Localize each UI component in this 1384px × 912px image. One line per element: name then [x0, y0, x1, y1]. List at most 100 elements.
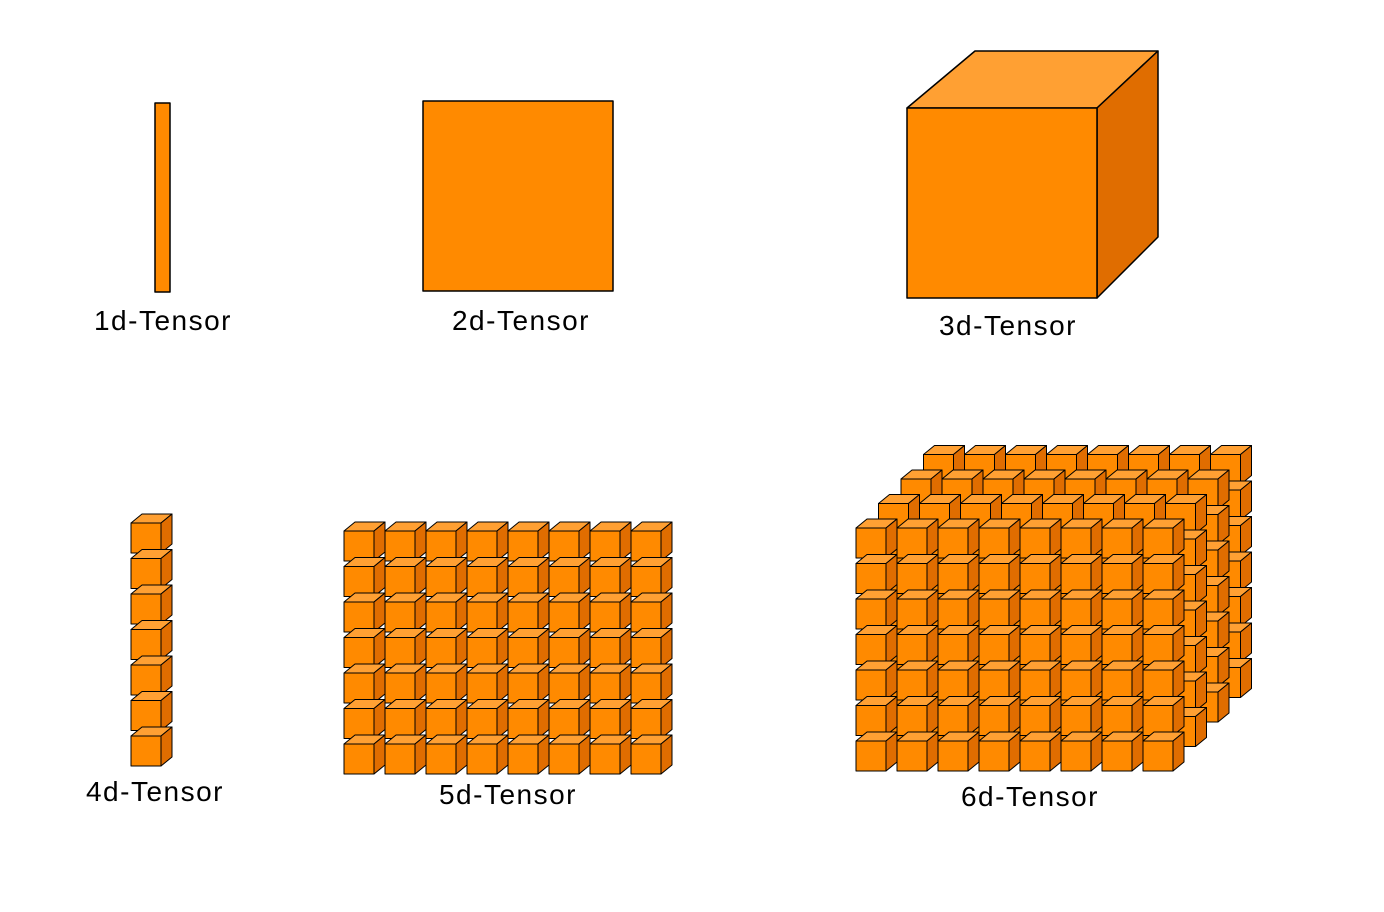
- cube-front-face: [630, 708, 662, 739]
- tensor-6d-cube: [1019, 660, 1062, 701]
- cube-front-face: [630, 637, 662, 668]
- tensor-4d-cube: [130, 655, 173, 696]
- tensor-6d-cube: [978, 660, 1021, 701]
- cube-front-face: [937, 527, 969, 559]
- tensor-5d-cube: [507, 734, 550, 775]
- tensor-6d-cube: [855, 554, 898, 594]
- cube-front-face: [425, 743, 457, 775]
- cube-front-face: [978, 740, 1010, 772]
- tensor-5d-cube: [343, 557, 386, 597]
- cube-front-face: [466, 637, 498, 668]
- tensor-5d-cube: [343, 663, 386, 704]
- tensor-6d-cube: [978, 625, 1021, 665]
- cube-front-face: [855, 669, 887, 701]
- tensor-5d-cube: [384, 663, 427, 704]
- tensor-6d-cube: [896, 518, 939, 559]
- tensor-6d-cube: [1142, 696, 1185, 736]
- cube-front-face: [1019, 527, 1051, 559]
- cube-front-face: [896, 705, 928, 736]
- tensor-5d-cube: [548, 734, 591, 775]
- cube-front-face: [589, 530, 621, 562]
- tensor-6d-cube: [1101, 518, 1144, 559]
- cube-front-face: [1101, 634, 1133, 665]
- cube-front-face: [589, 637, 621, 668]
- cube-front-face: [1101, 669, 1133, 701]
- tensor-6d-cube: [1060, 625, 1103, 665]
- tensor-6d-cube: [1019, 589, 1062, 630]
- tensor-6d-cube: [1142, 589, 1185, 630]
- cube-front-face: [130, 700, 162, 731]
- cube-front-face: [548, 530, 580, 562]
- tensor-4d-cube: [130, 620, 173, 660]
- tensor-6d-cube: [978, 696, 1021, 736]
- cube-front-face: [1142, 527, 1174, 559]
- cube-front-face: [130, 593, 162, 625]
- tensor-5d-cube: [425, 592, 468, 633]
- tensor-5d-cube: [425, 699, 468, 739]
- tensor-5d-cube: [343, 592, 386, 633]
- cube-front-face: [1142, 669, 1174, 701]
- cube-front-face: [978, 705, 1010, 736]
- cube-front-face: [343, 672, 375, 704]
- cube-front-face: [507, 637, 539, 668]
- tensor-6d-cube: [937, 518, 980, 559]
- cube-front-face: [896, 598, 928, 630]
- tensor-5d-cube: [425, 734, 468, 775]
- cube-front-face: [896, 669, 928, 701]
- cube-front-face: [896, 527, 928, 559]
- cube-front-face: [1060, 527, 1092, 559]
- tensor-5d-cube: [343, 628, 386, 668]
- tensor-4d-label: 4d-Tensor: [86, 776, 224, 807]
- tensor-5d-cube: [507, 699, 550, 739]
- tensor-6d-cube: [1019, 696, 1062, 736]
- tensor-4d-cube: [130, 513, 173, 554]
- tensor-6d-cube: [855, 731, 898, 772]
- tensor-6d-cube: [978, 589, 1021, 630]
- tensor-5d-cube: [466, 592, 509, 633]
- cube-front-face: [507, 708, 539, 739]
- cube-front-face: [1019, 669, 1051, 701]
- tensor-5d-cube: [548, 592, 591, 633]
- cube-front-face: [978, 598, 1010, 630]
- cube-front-face: [1101, 598, 1133, 630]
- cube-front-face: [630, 566, 662, 597]
- tensor-6d-label: 6d-Tensor: [961, 781, 1099, 812]
- tensor-5d-cube: [384, 734, 427, 775]
- tensor-5d-cube: [466, 628, 509, 668]
- tensor-6d-cube: [937, 554, 980, 594]
- cube-front-face: [937, 598, 969, 630]
- tensor-5d-cube: [466, 521, 509, 562]
- tensor-6d-cube: [1060, 518, 1103, 559]
- cube-front-face: [384, 743, 416, 775]
- tensor-5d-cube: [507, 592, 550, 633]
- cube-front-face: [130, 558, 162, 589]
- cube-front-face: [630, 530, 662, 562]
- cube-front-face: [384, 672, 416, 704]
- cube-front-face: [507, 530, 539, 562]
- tensor-6d-cube: [1142, 625, 1185, 665]
- tensor-6d-cube: [855, 518, 898, 559]
- tensor-1d-figure: [154, 102, 171, 293]
- tensor-6d-cube: [978, 518, 1021, 559]
- tensor-4d-cube: [130, 549, 173, 589]
- cube-front-face: [855, 740, 887, 772]
- tensor-5d-cube: [589, 592, 632, 633]
- cube-front-face: [343, 530, 375, 562]
- tensor-5d-cube: [589, 521, 632, 562]
- tensor-5d-cube: [548, 628, 591, 668]
- cube-front-face: [1060, 598, 1092, 630]
- tensor-6d-cube: [1019, 731, 1062, 772]
- tensor-6d-cube: [1101, 696, 1144, 736]
- tensor-5d-cube: [384, 521, 427, 562]
- tensor-5d-cube: [630, 592, 673, 633]
- tensor-5d-label: 5d-Tensor: [439, 779, 577, 810]
- cube-front-face: [343, 566, 375, 597]
- cube-front-face: [589, 601, 621, 633]
- tensor-6d-cube: [978, 731, 1021, 772]
- cube-front-face: [937, 740, 969, 772]
- tensor-5d-cube: [384, 592, 427, 633]
- cube-front-face: [548, 743, 580, 775]
- cube-front-face: [855, 598, 887, 630]
- tensor-1d-bar: [154, 102, 171, 293]
- cube-front-face: [630, 743, 662, 775]
